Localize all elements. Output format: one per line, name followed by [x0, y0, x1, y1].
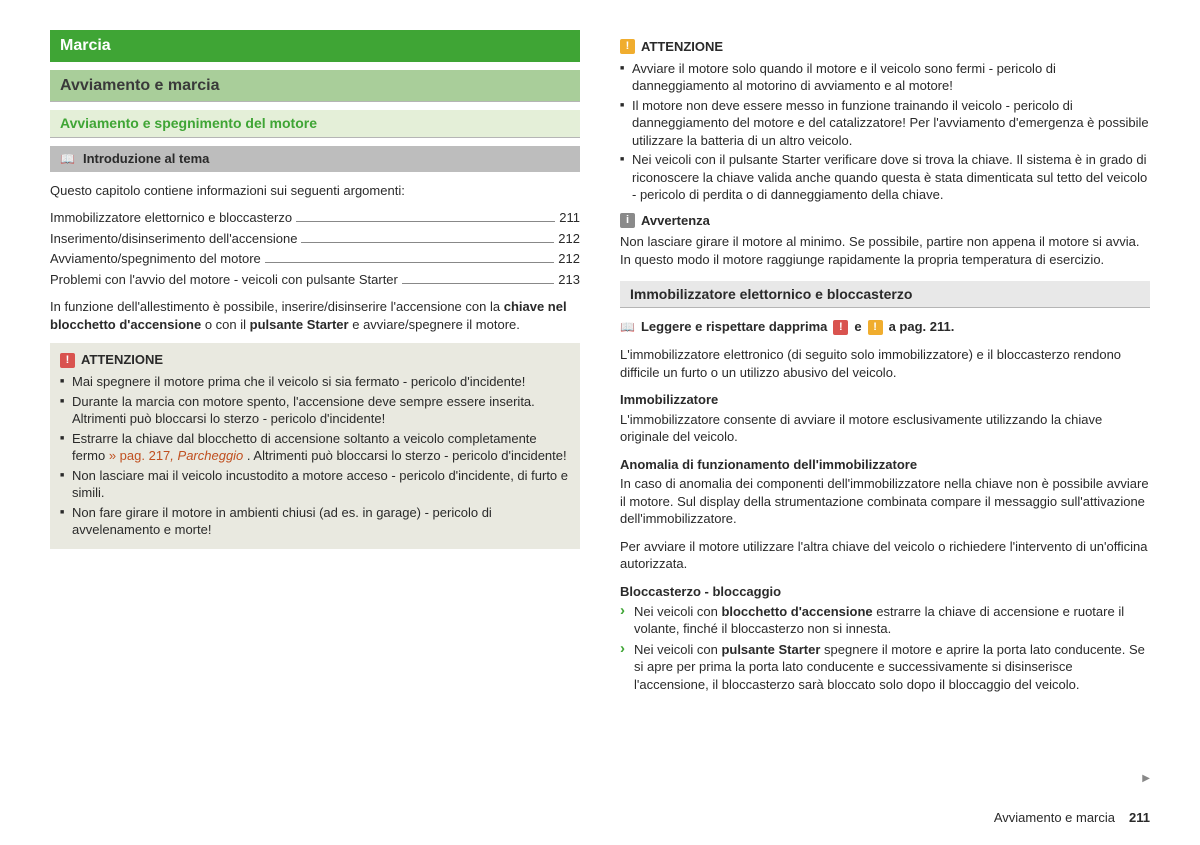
toc-label: Avviamento/spegnimento del motore [50, 250, 261, 268]
body-text: L'immobilizzatore elettronico (di seguit… [620, 346, 1150, 381]
toc-row: Immobilizzatore elettornico e bloccaster… [50, 209, 580, 227]
footer-label: Avviamento e marcia [994, 809, 1115, 827]
heading-subsection: Avviamento e spegnimento del motore [50, 110, 580, 138]
toc-leader [265, 262, 555, 263]
left-column: Marcia Avviamento e marcia Avviamento e … [50, 30, 580, 696]
toc-label: Immobilizzatore elettornico e bloccaster… [50, 209, 292, 227]
page-footer: Avviamento e marcia 211 [994, 809, 1150, 827]
toc-page: 213 [558, 271, 580, 289]
warning-item: Non fare girare il motore in ambienti ch… [60, 504, 570, 539]
warning-box: ! ATTENZIONE Mai spegnere il motore prim… [50, 343, 580, 548]
heading-topic: Introduzione al tema [50, 146, 580, 172]
sub-heading: Anomalia di funzionamento dell'immobiliz… [620, 456, 1150, 474]
warning-title: ! ATTENZIONE [60, 351, 570, 369]
caution-icon: ! [620, 39, 635, 54]
body-text: L'immobilizzatore consente di avviare il… [620, 411, 1150, 446]
body-text: In funzione dell'allestimento è possibil… [50, 298, 580, 333]
continue-arrow-icon: ▶ [1142, 772, 1150, 786]
sub-heading: Immobilizzatore [620, 391, 1150, 409]
body-text: In caso di anomalia dei componenti dell'… [620, 475, 1150, 528]
warning-item: Il motore non deve essere messo in funzi… [620, 97, 1150, 150]
warning-list: Mai spegnere il motore prima che il veic… [60, 373, 570, 539]
toc-label: Problemi con l'avvio del motore - veicol… [50, 271, 398, 289]
toc-label: Inserimento/disinserimento dell'accensio… [50, 230, 297, 248]
toc-leader [301, 242, 554, 243]
sub-heading: Bloccasterzo - bloccaggio [620, 583, 1150, 601]
right-column: ! ATTENZIONE Avviare il motore solo quan… [620, 30, 1150, 696]
heading-chapter: Marcia [50, 30, 580, 62]
heading-section: Avviamento e marcia [50, 70, 580, 103]
warning-title: ! ATTENZIONE [620, 38, 1150, 56]
toc-row: Inserimento/disinserimento dell'accensio… [50, 230, 580, 248]
warning-item: Non lasciare mai il veicolo incustodito … [60, 467, 570, 502]
warning-item: Durante la marcia con motore spento, l'a… [60, 393, 570, 428]
intro-text: Questo capitolo contiene informazioni su… [50, 182, 580, 200]
warning-item: Estrarre la chiave dal blocchetto di acc… [60, 430, 570, 465]
caution-icon: ! [868, 320, 883, 335]
page-columns: Marcia Avviamento e marcia Avviamento e … [50, 30, 1150, 696]
list-item: Nei veicoli con blocchetto d'accensione … [620, 603, 1150, 638]
warning-item: Nei veicoli con il pulsante Starter veri… [620, 151, 1150, 204]
warning-item: Mai spegnere il motore prima che il veic… [60, 373, 570, 391]
book-icon [620, 319, 635, 335]
toc: Immobilizzatore elettornico e bloccaster… [50, 209, 580, 288]
warning-item: Avviare il motore solo quando il motore … [620, 60, 1150, 95]
heading-subsection: Immobilizzatore elettornico e bloccaster… [620, 281, 1150, 309]
arrow-list: Nei veicoli con blocchetto d'accensione … [620, 603, 1150, 694]
note-body: Non lasciare girare il motore al minimo.… [620, 233, 1150, 268]
body-text: Per avviare il motore utilizzare l'altra… [620, 538, 1150, 573]
warning-icon: ! [60, 353, 75, 368]
toc-page: 212 [558, 250, 580, 268]
list-item: Nei veicoli con pulsante Starter spegner… [620, 641, 1150, 694]
warning-icon: ! [833, 320, 848, 335]
warning-list: Avviare il motore solo quando il motore … [620, 60, 1150, 204]
toc-leader [296, 221, 555, 222]
toc-row: Problemi con l'avvio del motore - veicol… [50, 271, 580, 289]
book-icon [60, 150, 75, 168]
toc-page: 211 [559, 209, 580, 227]
page-number: 211 [1129, 809, 1150, 827]
read-first-line: Leggere e rispettare dapprima ! e ! a pa… [620, 318, 1150, 336]
topic-label: Introduzione al tema [83, 150, 209, 168]
toc-row: Avviamento/spegnimento del motore 212 [50, 250, 580, 268]
toc-leader [402, 283, 554, 284]
toc-page: 212 [558, 230, 580, 248]
info-icon: i [620, 213, 635, 228]
note-title: i Avvertenza [620, 212, 1150, 230]
